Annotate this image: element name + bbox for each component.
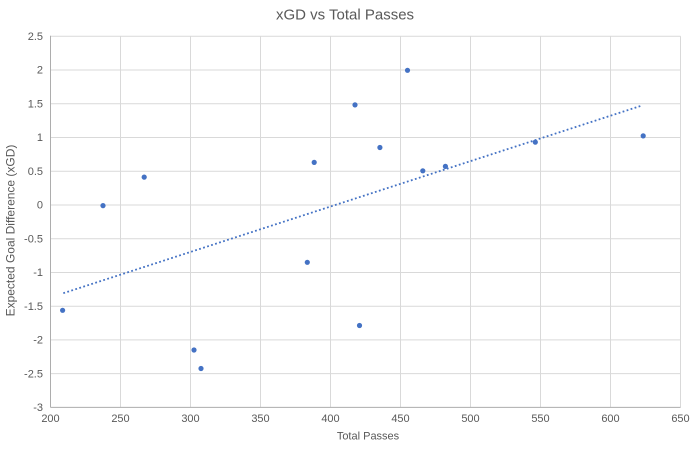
svg-text:-1: -1 (33, 267, 43, 279)
svg-text:-2: -2 (33, 335, 43, 347)
svg-text:1.5: 1.5 (28, 98, 43, 110)
svg-text:2.5: 2.5 (28, 31, 43, 43)
svg-text:-2.5: -2.5 (24, 368, 43, 380)
svg-text:350: 350 (251, 413, 269, 425)
svg-text:500: 500 (461, 413, 479, 425)
svg-text:300: 300 (181, 413, 199, 425)
svg-text:Total Passes: Total Passes (337, 431, 400, 443)
svg-text:400: 400 (321, 413, 339, 425)
svg-text:550: 550 (531, 413, 549, 425)
svg-text:200: 200 (41, 413, 59, 425)
svg-text:600: 600 (601, 413, 619, 425)
svg-text:1: 1 (37, 132, 43, 144)
svg-text:-3: -3 (33, 402, 43, 414)
svg-text:xGD vs Total Passes: xGD vs Total Passes (276, 7, 414, 24)
svg-text:250: 250 (111, 413, 129, 425)
svg-text:0: 0 (37, 200, 43, 212)
svg-text:-0.5: -0.5 (24, 233, 43, 245)
svg-text:450: 450 (391, 413, 409, 425)
svg-text:Expected Goal Difference (xGD): Expected Goal Difference (xGD) (4, 145, 18, 317)
svg-text:650: 650 (671, 413, 689, 425)
svg-text:-1.5: -1.5 (24, 301, 43, 313)
svg-text:0.5: 0.5 (28, 166, 43, 178)
svg-text:2: 2 (37, 65, 43, 77)
